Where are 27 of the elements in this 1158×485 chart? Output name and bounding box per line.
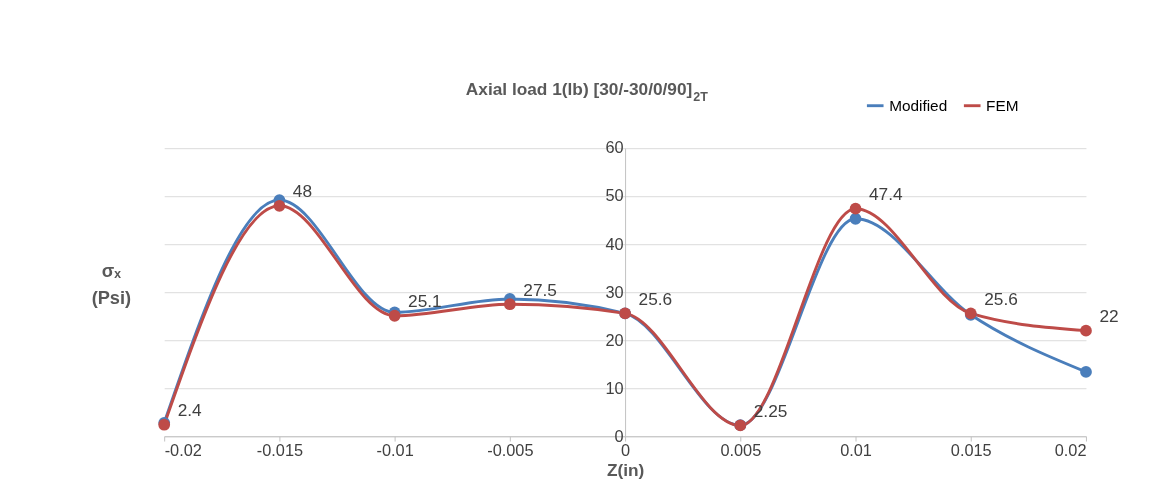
y-tick-label: 20 xyxy=(605,330,624,349)
x-axis-title: Z(in) xyxy=(606,460,645,481)
x-tick-label: -0.01 xyxy=(376,440,414,459)
x-tick-label: 0.015 xyxy=(950,440,992,459)
y-tick-label: 60 xyxy=(605,138,624,157)
y-axis-title: σₓ (Psi) xyxy=(91,259,132,308)
data-label: 2.4 xyxy=(177,400,203,421)
x-tick-label: -0.005 xyxy=(487,440,534,459)
data-label: 22 xyxy=(1099,306,1119,326)
y-tick-label: 0 xyxy=(614,426,624,445)
x-tick-label: -0.015 xyxy=(256,440,304,459)
x-tick-label: 0.005 xyxy=(720,440,762,459)
y-tick-label: 40 xyxy=(605,234,624,253)
data-label: 47.4 xyxy=(868,184,903,205)
data-label: 25.6 xyxy=(984,288,1018,309)
y-tick-label: 10 xyxy=(605,378,624,397)
x-tick-label: -0.02 xyxy=(164,440,202,459)
data-label: 27.5 xyxy=(523,279,557,300)
data-label: 25.6 xyxy=(638,288,673,309)
legend-label: Modified xyxy=(889,96,948,114)
data-label: 48 xyxy=(292,181,313,202)
y-tick-label: 30 xyxy=(605,282,624,301)
x-tick-label: 0.01 xyxy=(840,440,872,459)
data-label: 25.1 xyxy=(408,291,442,312)
legend-label: FEM xyxy=(986,96,1019,114)
x-tick-label: 0.02 xyxy=(1054,440,1087,459)
y-tick-label: 50 xyxy=(605,186,624,205)
